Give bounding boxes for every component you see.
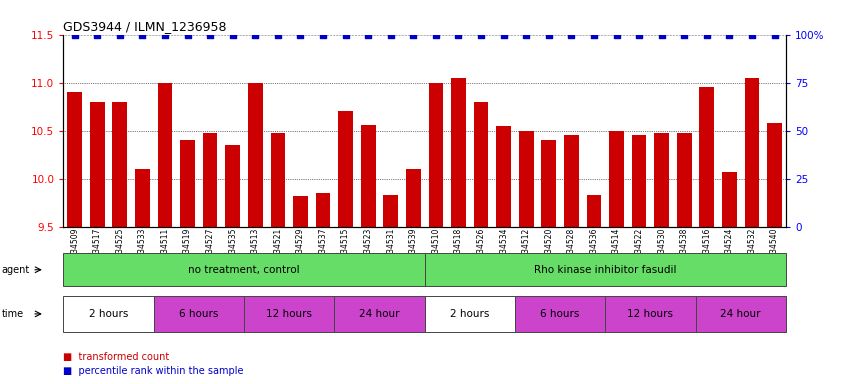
Text: 12 hours: 12 hours <box>266 309 311 319</box>
Bar <box>744 78 759 227</box>
Bar <box>316 193 330 227</box>
Bar <box>89 102 105 227</box>
Point <box>677 31 690 38</box>
Point <box>767 31 781 38</box>
Point <box>496 31 510 38</box>
Text: 2 hours: 2 hours <box>450 309 489 319</box>
Point <box>541 31 555 38</box>
Bar <box>676 133 690 227</box>
Text: 2 hours: 2 hours <box>89 309 128 319</box>
Point <box>744 31 758 38</box>
Bar <box>428 83 443 227</box>
Text: GDS3944 / ILMN_1236958: GDS3944 / ILMN_1236958 <box>63 20 226 33</box>
Bar <box>451 78 465 227</box>
Point <box>699 31 712 38</box>
Bar <box>631 136 646 227</box>
Bar <box>766 123 781 227</box>
Text: ■  transformed count: ■ transformed count <box>63 352 170 362</box>
Bar <box>473 102 488 227</box>
Bar <box>699 88 713 227</box>
Point <box>519 31 533 38</box>
Text: ■  percentile rank within the sample: ■ percentile rank within the sample <box>63 366 244 376</box>
Bar <box>135 169 149 227</box>
Text: 24 hour: 24 hour <box>359 309 399 319</box>
Bar <box>270 133 285 227</box>
Point <box>452 31 465 38</box>
Point <box>654 31 668 38</box>
Bar <box>722 172 736 227</box>
Text: time: time <box>2 309 24 319</box>
Point <box>587 31 600 38</box>
Text: no treatment, control: no treatment, control <box>188 265 300 275</box>
Point <box>181 31 194 38</box>
Bar <box>293 196 307 227</box>
Point <box>68 31 81 38</box>
Point <box>113 31 127 38</box>
Point <box>271 31 284 38</box>
Point <box>158 31 171 38</box>
Point <box>225 31 239 38</box>
Point <box>136 31 149 38</box>
Bar <box>541 140 555 227</box>
Text: 6 hours: 6 hours <box>540 309 579 319</box>
Bar <box>112 102 127 227</box>
Bar <box>609 131 623 227</box>
Bar <box>247 83 262 227</box>
Point <box>564 31 577 38</box>
Bar <box>360 125 375 227</box>
Bar <box>495 126 511 227</box>
Text: Rho kinase inhibitor fasudil: Rho kinase inhibitor fasudil <box>533 265 676 275</box>
Point <box>722 31 735 38</box>
Text: 24 hour: 24 hour <box>720 309 760 319</box>
Point <box>609 31 623 38</box>
Point <box>631 31 645 38</box>
Bar <box>158 83 172 227</box>
Point <box>361 31 375 38</box>
Bar <box>518 131 533 227</box>
Text: agent: agent <box>2 265 30 275</box>
Bar <box>68 92 82 227</box>
Text: 6 hours: 6 hours <box>179 309 219 319</box>
Point <box>406 31 419 38</box>
Bar <box>405 169 420 227</box>
Point <box>203 31 217 38</box>
Point <box>429 31 442 38</box>
Text: 12 hours: 12 hours <box>626 309 673 319</box>
Bar <box>203 133 217 227</box>
Point <box>90 31 104 38</box>
Point <box>316 31 329 38</box>
Bar <box>383 195 398 227</box>
Point <box>383 31 397 38</box>
Bar <box>586 195 601 227</box>
Bar <box>563 136 578 227</box>
Bar <box>338 111 353 227</box>
Point <box>473 31 487 38</box>
Point <box>294 31 307 38</box>
Bar <box>225 145 240 227</box>
Point <box>248 31 262 38</box>
Point <box>338 31 352 38</box>
Bar <box>180 140 195 227</box>
Bar <box>653 133 668 227</box>
